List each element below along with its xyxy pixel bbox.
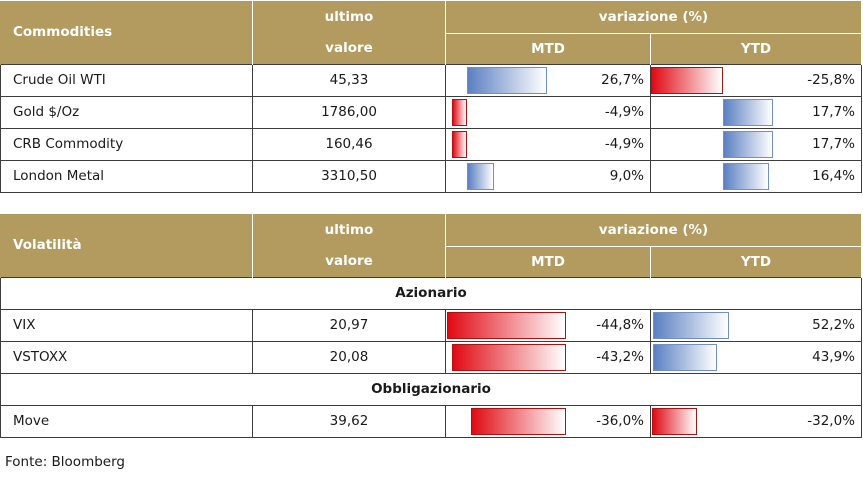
- ytd-cell: -32,0%: [650, 404, 862, 438]
- volatility-table: Volatilità ultimo variazione (%) valore …: [0, 214, 862, 438]
- ytd-percent: 16,4%: [812, 167, 855, 184]
- ytd-header: YTD: [650, 33, 862, 64]
- mtd-bar: [451, 343, 566, 371]
- mtd-cell: -44,8%: [445, 308, 651, 342]
- volatility-title: Volatilità: [0, 214, 253, 277]
- row-value: 3310,50: [252, 159, 446, 193]
- table-row: Gold $/Oz 1786,00 -4,9% 17,7%: [0, 95, 862, 129]
- last-value-header-top: ultimo: [252, 1, 446, 33]
- ytd-cell: 17,7%: [650, 127, 862, 161]
- change-header: variazione (%): [445, 1, 862, 34]
- table-row: VIX 20,97 -44,8% 52,2%: [0, 308, 862, 342]
- mtd-percent: -44,8%: [596, 316, 644, 333]
- ytd-bar: [653, 311, 729, 339]
- row-value: 20,08: [252, 340, 446, 374]
- row-name: London Metal: [0, 159, 253, 193]
- ytd-percent: 52,2%: [812, 316, 855, 333]
- ytd-cell: -25,8%: [650, 63, 862, 97]
- ytd-percent: -32,0%: [807, 412, 855, 429]
- ytd-percent: 43,9%: [812, 348, 855, 365]
- mtd-percent: -43,2%: [596, 348, 644, 365]
- table-row: CRB Commodity 160,46 -4,9% 17,7%: [0, 127, 862, 161]
- table-row: Crude Oil WTI 45,33 26,7% -25,8%: [0, 63, 862, 97]
- mtd-header: MTD: [445, 33, 651, 64]
- mtd-percent: 26,7%: [601, 71, 644, 88]
- mtd-cell: -4,9%: [445, 95, 651, 129]
- mtd-cell: -36,0%: [445, 404, 651, 438]
- ytd-percent: -25,8%: [807, 71, 855, 88]
- row-name: Crude Oil WTI: [0, 63, 253, 97]
- ytd-header: YTD: [650, 246, 862, 277]
- mtd-bar: [467, 66, 548, 94]
- mtd-cell: -43,2%: [445, 340, 651, 374]
- mtd-bar: [447, 311, 566, 339]
- row-name: CRB Commodity: [0, 127, 253, 161]
- last-value-header-bottom: valore: [252, 246, 446, 277]
- mtd-cell: 26,7%: [445, 63, 651, 97]
- row-name: Gold $/Oz: [0, 95, 253, 129]
- section-row: Azionario: [0, 276, 862, 310]
- ytd-cell: 52,2%: [650, 308, 862, 342]
- mtd-bar: [467, 162, 494, 190]
- source-note: Fonte: Bloomberg: [5, 454, 125, 470]
- ytd-bar: [723, 98, 773, 126]
- ytd-bar: [652, 407, 697, 435]
- ytd-bar: [651, 66, 724, 94]
- table-row: VSTOXX 20,08 -43,2% 43,9%: [0, 340, 862, 374]
- ytd-cell: 17,7%: [650, 95, 862, 129]
- mtd-header: MTD: [445, 246, 651, 277]
- row-value: 45,33: [252, 63, 446, 97]
- table-row: Move 39,62 -36,0% -32,0%: [0, 404, 862, 438]
- last-value-header-bottom: valore: [252, 33, 446, 64]
- row-value: 160,46: [252, 127, 446, 161]
- mtd-percent: -4,9%: [604, 135, 644, 152]
- row-value: 39,62: [252, 404, 446, 438]
- commodities-title: Commodities: [0, 1, 253, 64]
- row-name: VSTOXX: [0, 340, 253, 374]
- ytd-bar: [723, 130, 773, 158]
- ytd-bar: [653, 343, 717, 371]
- mtd-bar: [452, 130, 467, 158]
- section-row: Obbligazionario: [0, 372, 862, 406]
- change-header: variazione (%): [445, 214, 862, 247]
- row-value: 1786,00: [252, 95, 446, 129]
- ytd-cell: 43,9%: [650, 340, 862, 374]
- row-name: VIX: [0, 308, 253, 342]
- row-value: 20,97: [252, 308, 446, 342]
- mtd-bar: [470, 407, 566, 435]
- ytd-bar: [723, 162, 769, 190]
- mtd-cell: -4,9%: [445, 127, 651, 161]
- mtd-percent: -4,9%: [604, 103, 644, 120]
- mtd-cell: 9,0%: [445, 159, 651, 193]
- mtd-percent: 9,0%: [609, 167, 644, 184]
- commodities-table: Commodities ultimo variazione (%) valore…: [0, 1, 862, 193]
- ytd-percent: 17,7%: [812, 103, 855, 120]
- ytd-percent: 17,7%: [812, 135, 855, 152]
- mtd-bar: [452, 98, 467, 126]
- mtd-percent: -36,0%: [596, 412, 644, 429]
- last-value-header-top: ultimo: [252, 214, 446, 246]
- table-row: London Metal 3310,50 9,0% 16,4%: [0, 159, 862, 193]
- section-equity: Azionario: [0, 276, 862, 310]
- ytd-cell: 16,4%: [650, 159, 862, 193]
- section-bond: Obbligazionario: [0, 372, 862, 406]
- row-name: Move: [0, 404, 253, 438]
